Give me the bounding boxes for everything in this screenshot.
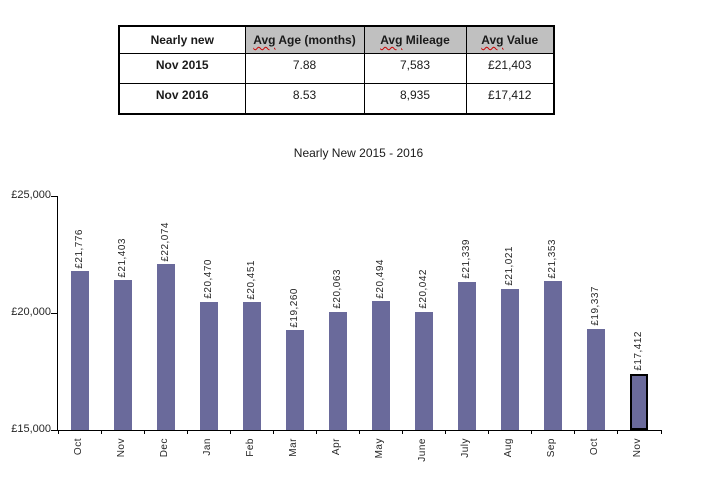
x-axis-tick <box>402 430 404 434</box>
x-category-label: Jan <box>201 438 213 456</box>
x-axis-tick <box>100 430 102 434</box>
bar-value-label: £20,451 <box>245 259 257 300</box>
x-axis-tick <box>617 430 619 434</box>
x-axis-tick <box>445 430 447 434</box>
x-axis-tick <box>143 430 145 434</box>
bar <box>328 311 347 430</box>
x-axis-tick <box>660 430 662 434</box>
row-label-cell: Nov 2016 <box>118 83 246 115</box>
summary-table: Nearly new Avg Age (months) Avg Mileage Avg… <box>118 25 555 115</box>
x-category-label: May <box>374 438 386 459</box>
y-tick-label: £25,000 <box>11 189 51 201</box>
table-row: Nov 2016 8.53 8,935 £17,412 <box>118 83 555 115</box>
x-category-label: Sep <box>546 438 558 458</box>
bar-value-label: £20,063 <box>331 268 343 309</box>
bar <box>458 281 477 430</box>
x-category-label: Aug <box>503 438 515 458</box>
bar-value-label: £20,042 <box>418 269 430 310</box>
bar <box>415 312 434 430</box>
y-tick-label: £15,000 <box>11 423 51 435</box>
value-cell: £21,403 <box>465 53 555 84</box>
x-axis-tick <box>315 430 317 434</box>
table-row: Nov 2015 7.88 7,583 £21,403 <box>118 53 555 84</box>
bar <box>587 328 606 430</box>
bar <box>285 330 304 430</box>
x-axis-tick <box>186 430 188 434</box>
plot-area: £21,776 £21,403 £22,074 £20,470 £20,451 £19,2… <box>51 196 662 434</box>
x-category-label: Dec <box>158 438 170 458</box>
x-axis-tick <box>488 430 490 434</box>
bar <box>544 281 563 430</box>
x-axis-tick <box>272 430 274 434</box>
value-cell: £17,412 <box>465 83 555 115</box>
x-axis-tick <box>229 430 231 434</box>
x-category-label: Oct <box>589 438 601 456</box>
spellcheck-underlined-word: Avg <box>253 33 276 47</box>
bar-value-label: £21,403 <box>116 237 128 278</box>
header-cell: Avg Value <box>465 25 555 54</box>
value-cell: 7.88 <box>244 53 365 84</box>
y-axis-tick <box>51 313 58 314</box>
x-axis-tick <box>531 430 533 434</box>
bar-value-label: £19,260 <box>288 287 300 328</box>
x-axis-tick <box>359 430 360 434</box>
bar-value-label: £22,074 <box>159 221 171 262</box>
spellcheck-underlined-word: Avg <box>380 33 403 47</box>
x-category-label: June <box>417 438 429 462</box>
bar-value-label: £19,337 <box>590 285 602 326</box>
y-axis-tick <box>51 196 58 197</box>
x-category-label: Nov <box>115 438 127 458</box>
bar <box>70 271 89 430</box>
x-axis-tick <box>574 430 576 434</box>
x-category-label: Oct <box>72 438 84 456</box>
x-category-label: Apr <box>330 438 342 456</box>
x-category-label: Mar <box>287 438 299 457</box>
row-label-cell: Nov 2015 <box>118 53 246 84</box>
x-category-label: July <box>460 438 472 458</box>
bar-value-label: £21,776 <box>73 228 85 269</box>
bar-value-label: £21,021 <box>504 246 516 287</box>
y-tick-label: £20,000 <box>11 306 51 318</box>
bar-value-label: £17,412 <box>633 330 645 371</box>
chart-title: Nearly New 2015 - 2016 <box>293 146 424 160</box>
value-cell: 8,935 <box>363 83 467 115</box>
table-body: Nov 2015 7.88 7,583 £21,403 Nov 2016 8.53 8,93… <box>118 53 555 115</box>
bar-value-label: £20,494 <box>375 258 387 299</box>
bar <box>630 373 649 430</box>
bar <box>113 280 132 430</box>
bar <box>156 264 175 430</box>
y-axis-tick <box>51 430 58 431</box>
value-cell: 8.53 <box>244 83 365 115</box>
bar-value-label: £21,339 <box>461 239 473 279</box>
bar <box>501 289 520 430</box>
bar <box>199 302 218 430</box>
value-cell: 7,583 <box>363 53 467 84</box>
x-category-label: Feb <box>244 438 256 457</box>
x-axis-tick <box>57 430 59 434</box>
spellcheck-underlined-word: Avg <box>481 33 504 47</box>
bar-value-label: £21,353 <box>547 238 559 279</box>
x-category-label: Nov <box>632 438 644 458</box>
bar <box>372 301 391 430</box>
bar-value-label: £20,470 <box>202 259 214 300</box>
bar <box>242 302 261 430</box>
